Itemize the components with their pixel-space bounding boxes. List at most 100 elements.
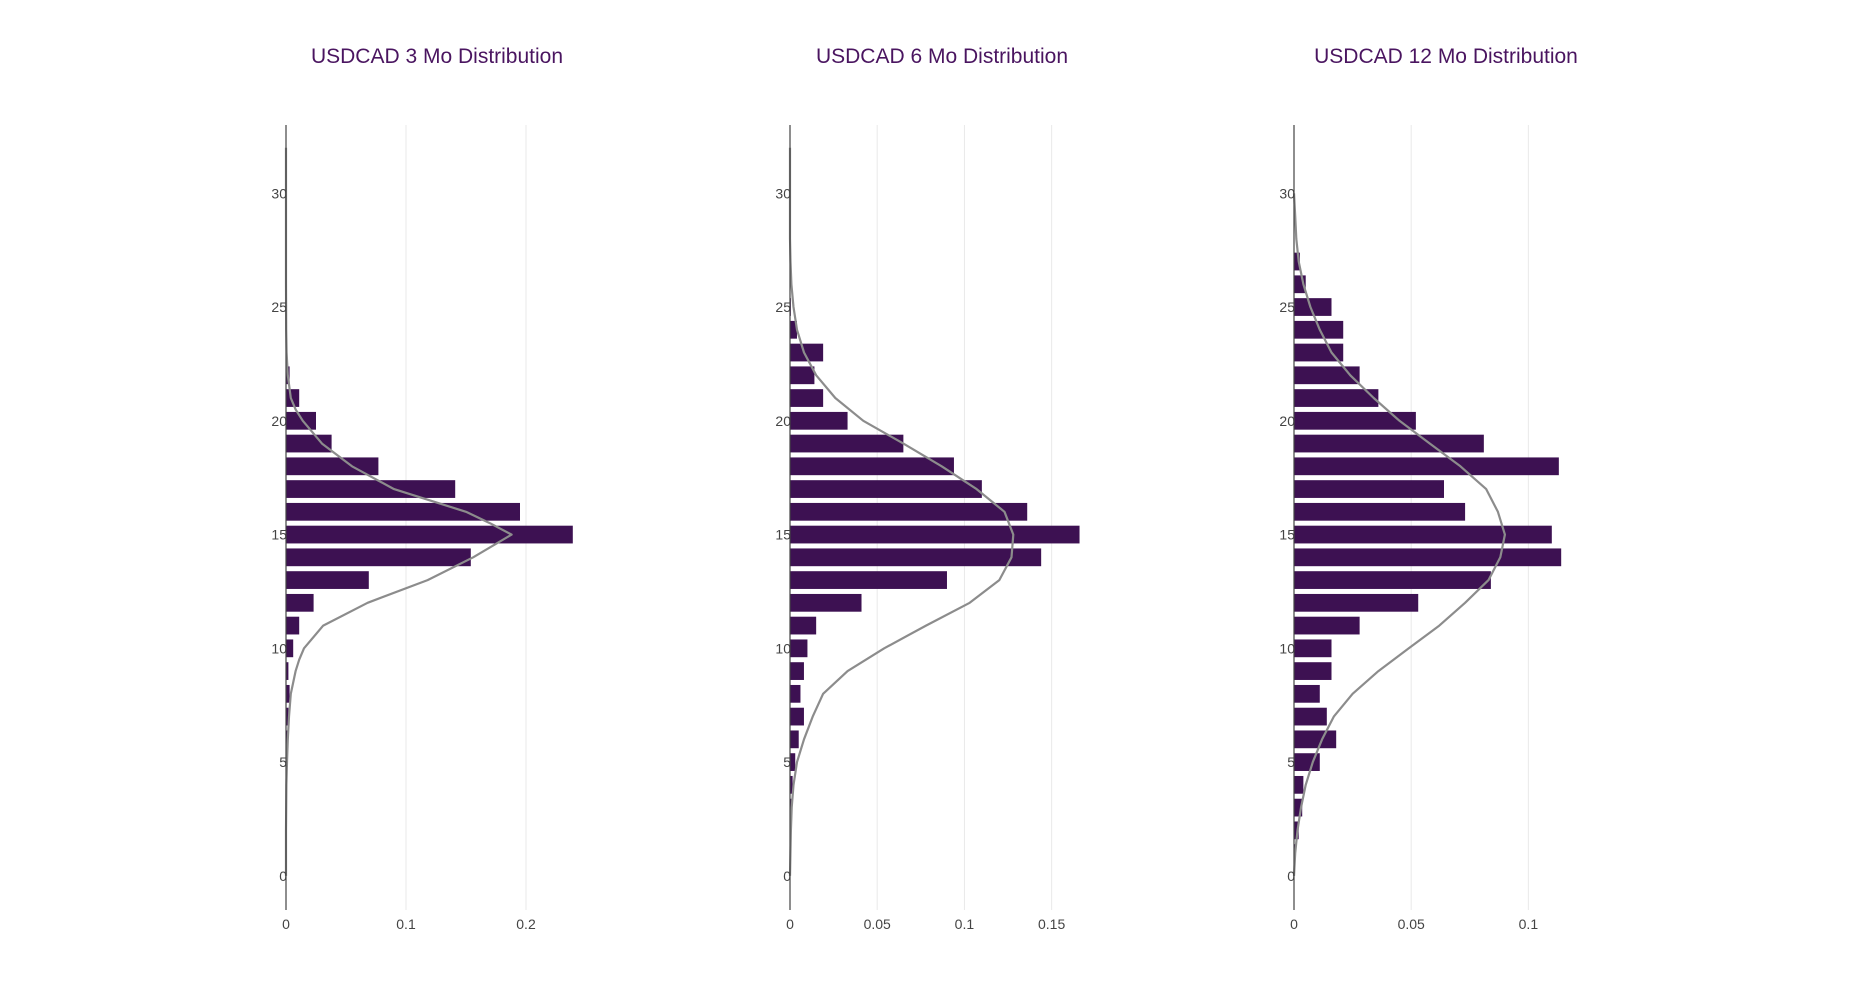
x-tick-label: 0.2: [516, 916, 536, 932]
y-tick-label: 15: [271, 527, 287, 543]
bar: [286, 707, 289, 726]
panel-12mo: USDCAD 12 Mo Distribution 0 5 10 15 20 25 30 0 0…: [1279, 45, 1577, 932]
bar: [286, 684, 290, 703]
x-tick-label: 0.1: [1519, 916, 1539, 932]
bar: [790, 571, 947, 589]
y-tick-label: 0: [279, 868, 287, 884]
bar: [790, 753, 796, 771]
bar: [790, 684, 801, 703]
y-tick-label: 15: [1279, 527, 1295, 543]
bar: [1294, 548, 1562, 567]
bar: [1294, 707, 1327, 726]
y-tick-label: 20: [271, 413, 287, 429]
bar: [286, 639, 294, 658]
bar: [790, 320, 797, 339]
bar: [790, 775, 793, 794]
bar: [1294, 571, 1491, 589]
bar: [790, 639, 808, 658]
y-tick-label: 10: [775, 640, 791, 656]
y-tick-label: 25: [271, 299, 287, 315]
x-tick-label: 0.1: [955, 916, 975, 932]
bar: [1294, 434, 1484, 453]
bar: [790, 434, 904, 453]
x-tick-label: 0.05: [864, 916, 891, 932]
bar: [1294, 821, 1299, 840]
y-tick-label: 30: [271, 185, 287, 201]
y-tick-label: 30: [775, 185, 791, 201]
y-tick-label: 0: [783, 868, 791, 884]
bar: [286, 548, 471, 567]
y-tick-label: 0: [1287, 868, 1295, 884]
panel-6mo: USDCAD 6 Mo Distribution 0 5 10 15 20 25 30 0 0.…: [775, 45, 1080, 932]
bar: [1294, 252, 1300, 271]
chart-title-12mo: USDCAD 12 Mo Distribution: [1314, 45, 1578, 68]
bar: [286, 480, 456, 498]
x-tick-label: 0: [282, 916, 290, 932]
y-tick-label: 25: [1279, 299, 1295, 315]
bar: [286, 411, 316, 430]
chart-title-3mo: USDCAD 3 Mo Distribution: [311, 45, 563, 68]
bar: [790, 548, 1042, 567]
bar: [790, 366, 815, 385]
bar: [286, 502, 520, 521]
y-tick-label: 10: [271, 640, 287, 656]
bar: [1294, 343, 1344, 362]
bar: [286, 571, 369, 589]
x-tick-label: 0: [1290, 916, 1298, 932]
bar: [790, 616, 817, 635]
y-tick-label: 20: [775, 413, 791, 429]
y-tick-label: 5: [1287, 754, 1295, 770]
bar: [1294, 502, 1466, 521]
bar: [286, 457, 379, 476]
bar: [790, 662, 804, 680]
bar: [790, 593, 862, 612]
bar: [1294, 411, 1416, 430]
bar: [1294, 275, 1306, 294]
chart-title-6mo: USDCAD 6 Mo Distribution: [816, 45, 1068, 68]
y-tick-label: 15: [775, 527, 791, 543]
bar: [790, 730, 799, 749]
bar: [790, 525, 1080, 544]
bar: [286, 662, 289, 680]
bar: [1294, 457, 1559, 476]
bar: [1294, 775, 1304, 794]
y-tick-label: 10: [1279, 640, 1295, 656]
bar: [790, 707, 804, 726]
bar: [286, 593, 314, 612]
bar: [1294, 389, 1379, 407]
bar: [790, 343, 824, 362]
panel-3mo: USDCAD 3 Mo Distribution 0 5 10 15 20 25 30 0 0.…: [271, 45, 573, 932]
bar: [286, 616, 300, 635]
y-tick-label: 5: [279, 754, 287, 770]
bar: [790, 411, 848, 430]
bar: [1294, 753, 1320, 771]
bar: [1294, 616, 1360, 635]
y-tick-label: 5: [783, 754, 791, 770]
bar: [1294, 480, 1444, 498]
bar: [286, 434, 332, 453]
bar: [790, 480, 982, 498]
x-tick-label: 0.15: [1038, 916, 1065, 932]
bar: [1294, 730, 1337, 749]
x-tick-label: 0.1: [396, 916, 416, 932]
bar: [1294, 684, 1320, 703]
bar: [790, 502, 1028, 521]
bar: [790, 457, 954, 476]
bar: [1294, 525, 1552, 544]
bar: [1294, 798, 1303, 817]
bar: [790, 389, 824, 407]
bar: [286, 525, 573, 544]
density-curve: [1292, 193, 1507, 876]
bar: [1294, 298, 1332, 316]
y-tick-label: 25: [775, 299, 791, 315]
bar: [1294, 366, 1360, 385]
bar: [1294, 639, 1332, 658]
x-tick-label: 0: [786, 916, 794, 932]
y-tick-label: 30: [1279, 185, 1295, 201]
x-tick-label: 0.05: [1398, 916, 1425, 932]
density-curve: [788, 147, 1015, 876]
density-curve: [284, 147, 513, 876]
bar: [1294, 662, 1332, 680]
bar: [1294, 593, 1419, 612]
